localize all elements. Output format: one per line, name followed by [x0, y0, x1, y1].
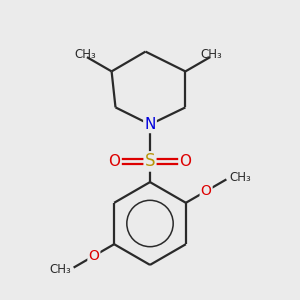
Text: O: O — [201, 184, 212, 198]
Text: O: O — [179, 154, 191, 169]
Text: O: O — [88, 249, 99, 263]
Text: S: S — [145, 152, 155, 170]
Text: N: N — [144, 117, 156, 132]
Text: O: O — [109, 154, 121, 169]
Text: CH₃: CH₃ — [74, 48, 96, 61]
Text: CH₃: CH₃ — [201, 48, 223, 61]
Text: CH₃: CH₃ — [49, 262, 71, 276]
Text: CH₃: CH₃ — [229, 171, 251, 184]
